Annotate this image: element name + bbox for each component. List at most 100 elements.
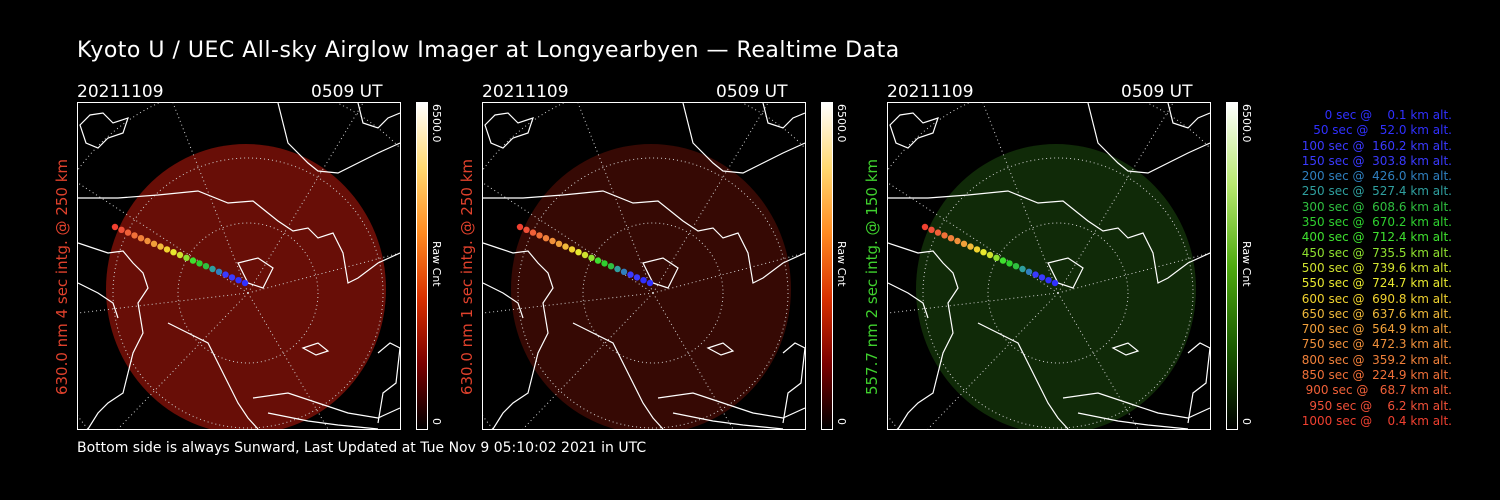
trajectory-point	[980, 249, 987, 256]
airglow-disk	[916, 144, 1196, 429]
panel-date: 20211109	[482, 82, 569, 102]
footer-status: Bottom side is always Sunward, Last Upda…	[77, 440, 647, 456]
colorbar	[821, 102, 833, 430]
trajectory-legend: 0 sec @ 0.1 km alt. 50 sec @ 52.0 km alt…	[1262, 108, 1452, 429]
trajectory-point	[928, 226, 935, 233]
trajectory-point	[176, 251, 184, 259]
trajectory-point	[157, 243, 164, 250]
allsky-svg	[483, 103, 805, 429]
legend-row: 0 sec @ 0.1 km alt.	[1313, 108, 1452, 122]
colorbar-max-label: 6500.0	[835, 104, 848, 143]
colorbar-unit-label: Raw Cnt	[430, 241, 443, 287]
trajectory-point	[941, 232, 948, 239]
trajectory-point	[973, 246, 981, 253]
trajectory-point	[588, 254, 595, 261]
trajectory-point	[529, 229, 537, 236]
trajectory-point	[137, 235, 145, 242]
airglow-disk	[106, 144, 386, 429]
trajectory-point	[549, 237, 556, 245]
colorbar	[1226, 102, 1238, 430]
trajectory-point	[601, 260, 608, 267]
trajectory-point	[934, 229, 942, 236]
trajectory-point	[967, 243, 974, 250]
trajectory-point	[620, 268, 628, 275]
trajectory-point	[111, 223, 119, 231]
allsky-svg	[888, 103, 1210, 429]
legend-row: 950 sec @ 6.2 km alt.	[1305, 398, 1452, 413]
panel-ylabel: 630.0 nm 1 sec intg. @ 250 km	[458, 158, 476, 396]
allsky-image	[482, 102, 806, 430]
trajectory-point	[189, 257, 197, 264]
trajectory-point	[960, 240, 968, 247]
colorbar-max-label: 6500.0	[430, 104, 443, 143]
trajectory-point	[594, 257, 602, 264]
trajectory-point	[954, 237, 961, 245]
airglow-disk	[511, 144, 791, 429]
panel-time: 0509 UT	[716, 82, 788, 102]
trajectory-point	[921, 223, 929, 231]
legend-row: 750 sec @ 472.3 km alt.	[1297, 337, 1452, 352]
trajectory-point	[1051, 279, 1059, 287]
allsky-svg	[78, 103, 400, 429]
trajectory-point	[1006, 260, 1013, 267]
colorbar-min-label: 0	[1240, 418, 1253, 425]
trajectory-point	[170, 249, 177, 256]
panel-date: 20211109	[887, 82, 974, 102]
allsky-image	[77, 102, 401, 430]
trajectory-point	[1032, 271, 1039, 278]
rocket-trajectory	[921, 223, 1059, 287]
colorbar	[416, 102, 428, 430]
trajectory-point	[150, 240, 158, 247]
trajectory-point	[523, 226, 530, 233]
legend-row: 850 sec @ 224.9 km alt.	[1297, 368, 1452, 383]
trajectory-point	[1045, 277, 1052, 284]
legend-row: 150 sec @ 303.8 km alt.	[1297, 153, 1452, 168]
trajectory-point	[633, 274, 641, 281]
trajectory-point	[131, 232, 138, 239]
latlon-grid	[483, 103, 805, 429]
trajectory-point	[202, 263, 210, 270]
trajectory-point	[575, 249, 582, 256]
trajectory-point	[986, 251, 994, 259]
coastline	[483, 103, 805, 429]
trajectory-point	[993, 254, 1000, 261]
legend-row: 800 sec @ 359.2 km alt.	[1297, 352, 1452, 367]
trajectory-point	[542, 235, 550, 242]
trajectory-point	[215, 268, 223, 275]
legend-row: 700 sec @ 564.9 km alt.	[1297, 322, 1452, 337]
legend-row: 300 sec @ 608.6 km alt.	[1297, 199, 1452, 214]
trajectory-point	[222, 271, 229, 278]
allsky-image	[887, 102, 1211, 430]
trajectory-point	[555, 240, 563, 247]
latlon-grid	[78, 103, 400, 429]
legend-row: 100 sec @ 160.2 km alt.	[1297, 138, 1452, 153]
panel-date: 20211109	[77, 82, 164, 102]
colorbar-unit-label: Raw Cnt	[835, 241, 848, 287]
panel-ylabel: 557.7 nm 2 sec intg. @ 150 km	[863, 158, 881, 396]
trajectory-point	[614, 265, 621, 273]
legend-row: 450 sec @ 735.5 km alt.	[1297, 245, 1452, 260]
trajectory-point	[607, 263, 615, 270]
panel-3: 20211109 0509 UT 557.7 nm 2 sec intg. @ …	[863, 78, 1307, 438]
trajectory-point	[516, 223, 524, 231]
trajectory-point	[999, 257, 1007, 264]
trajectory-point	[196, 260, 203, 267]
panel-ylabel: 630.0 nm 4 sec intg. @ 250 km	[53, 158, 71, 396]
panel-1: 20211109 0509 UT 630.0 nm 4 sec intg. @ …	[53, 78, 497, 438]
legend-row: 400 sec @ 712.4 km alt.	[1297, 230, 1452, 245]
trajectory-point	[562, 243, 569, 250]
trajectory-point	[241, 279, 249, 287]
trajectory-point	[163, 246, 171, 253]
trajectory-point	[183, 254, 190, 261]
colorbar-min-label: 0	[835, 418, 848, 425]
page-title: Kyoto U / UEC All-sky Airglow Imager at …	[77, 38, 900, 63]
legend-row: 900 sec @ 68.7 km alt.	[1301, 383, 1452, 398]
latlon-grid	[888, 103, 1210, 429]
legend-row: 350 sec @ 670.2 km alt.	[1297, 215, 1452, 230]
legend-row: 200 sec @ 426.0 km alt.	[1297, 169, 1452, 184]
legend-row: 550 sec @ 724.7 km alt.	[1297, 276, 1452, 291]
trajectory-point	[209, 265, 216, 273]
legend-row: 500 sec @ 739.6 km alt.	[1297, 260, 1452, 275]
legend-row: 600 sec @ 690.8 km alt.	[1297, 291, 1452, 306]
trajectory-point	[1038, 274, 1046, 281]
